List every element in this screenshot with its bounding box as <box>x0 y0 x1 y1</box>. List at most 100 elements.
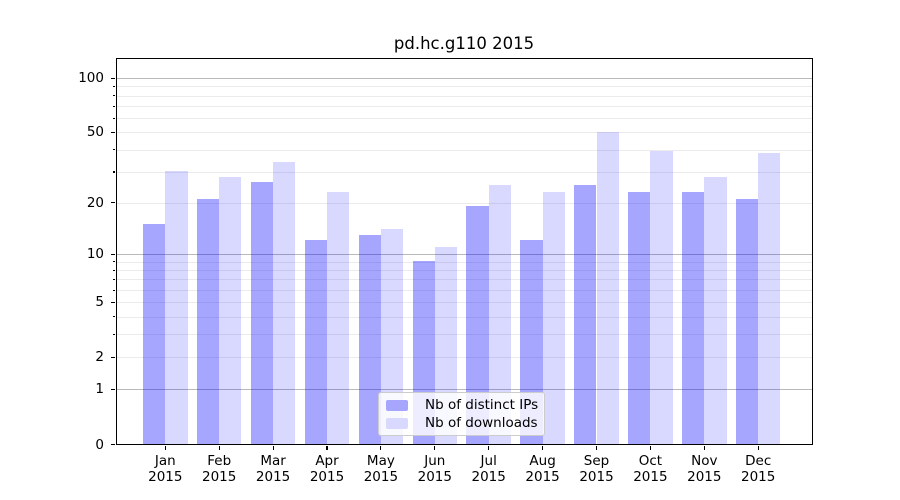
legend-swatch-downloads <box>386 417 408 429</box>
legend: Nb of distinct IPs Nb of downloads <box>378 392 545 436</box>
bar-nb-of-distinct-ips-oct <box>628 191 651 444</box>
y-tick-10 <box>111 253 115 255</box>
x-tick-jan <box>164 445 166 450</box>
x-tick-jun <box>434 445 436 450</box>
legend-label-distinct-ips: Nb of distinct IPs <box>425 397 539 413</box>
y-tick-1 <box>111 388 115 391</box>
x-tick-mar <box>272 445 274 450</box>
bar-nb-of-downloads-dec <box>758 153 781 444</box>
y-minor-tick-9 <box>112 261 115 263</box>
x-tick-oct <box>649 445 651 450</box>
x-tick-label-year-apr: 2015 <box>309 469 345 485</box>
bar-nb-of-downloads-oct <box>650 151 673 444</box>
x-tick-label-month-sep: Sep <box>583 452 610 469</box>
y-tick-label-100: 100 <box>78 70 104 87</box>
gridline-minor-60 <box>116 118 812 120</box>
y-tick-20 <box>111 202 115 204</box>
gridline-minor-8 <box>116 270 812 272</box>
x-tick-label-month-jul: Jul <box>480 452 497 469</box>
bar-nb-of-downloads-jan <box>165 171 188 444</box>
gridline-minor-40 <box>116 149 812 151</box>
x-tick-label-year-sep: 2015 <box>579 469 614 485</box>
gridline-minor-9 <box>116 261 812 263</box>
bar-nb-of-distinct-ips-jan <box>143 223 166 444</box>
y-tick-0 <box>111 444 115 446</box>
x-tick-label-month-aug: Aug <box>529 452 556 469</box>
y-tick-label-0: 0 <box>95 436 104 453</box>
y-tick-2 <box>111 356 115 358</box>
gridline-minor-7 <box>116 279 812 281</box>
y-minor-tick-30 <box>112 171 115 173</box>
legend-entry-downloads: Nb of downloads <box>386 415 538 431</box>
gridline-minor-20 <box>116 202 812 204</box>
x-tick-label-month-oct: Oct <box>638 452 663 469</box>
x-tick-label-month-apr: Apr <box>315 452 339 469</box>
bar-nb-of-distinct-ips-sep <box>574 185 597 444</box>
x-tick-label-year-nov: 2015 <box>687 469 722 485</box>
bar-nb-of-downloads-aug <box>542 191 565 444</box>
x-tick-label-month-may: May <box>366 452 395 469</box>
gridline-minor-90 <box>116 86 812 88</box>
x-tick-label-year-oct: 2015 <box>633 469 668 485</box>
y-tick-5 <box>111 301 115 303</box>
y-minor-tick-80 <box>112 95 115 97</box>
gridline-minor-3 <box>116 334 812 336</box>
gridline-minor-5 <box>116 302 812 304</box>
x-tick-apr <box>326 445 328 450</box>
chart-title: pd.hc.g110 2015 <box>393 34 535 53</box>
y-tick-label-2: 2 <box>95 349 104 366</box>
y-minor-tick-40 <box>112 149 115 151</box>
y-tick-100 <box>111 77 115 79</box>
x-tick-label-year-jul: 2015 <box>471 469 506 485</box>
x-tick-label-year-feb: 2015 <box>202 469 237 485</box>
x-tick-label-year-may: 2015 <box>363 469 399 485</box>
gridline-minor-70 <box>116 106 812 108</box>
bar-nb-of-distinct-ips-apr <box>304 240 327 444</box>
bar-nb-of-downloads-nov <box>704 176 727 444</box>
gridline-major-1 <box>116 389 812 391</box>
y-minor-tick-7 <box>112 278 115 281</box>
plot-area <box>115 58 813 445</box>
y-minor-tick-60 <box>112 117 115 119</box>
bar-nb-of-downloads-apr <box>327 191 350 444</box>
y-tick-label-10: 10 <box>86 246 104 263</box>
x-tick-aug <box>542 445 544 450</box>
bar-nb-of-distinct-ips-mar <box>250 182 274 444</box>
bar-nb-of-distinct-ips-may <box>358 234 381 444</box>
gridline-minor-6 <box>116 290 812 292</box>
x-tick-jul <box>488 445 490 450</box>
x-tick-label-year-aug: 2015 <box>525 469 560 485</box>
bar-nb-of-distinct-ips-feb <box>196 198 220 444</box>
y-minor-tick-6 <box>112 289 115 291</box>
gridline-minor-80 <box>116 95 812 97</box>
y-tick-label-20: 20 <box>86 194 104 211</box>
legend-label-downloads: Nb of downloads <box>425 415 538 431</box>
x-tick-label-month-jan: Jan <box>154 452 176 469</box>
gridline-minor-50 <box>116 132 812 134</box>
x-tick-nov <box>703 445 705 450</box>
x-tick-dec <box>757 445 759 450</box>
x-tick-may <box>380 445 382 450</box>
y-minor-tick-3 <box>112 333 115 336</box>
legend-swatch-distinct-ips <box>386 399 408 411</box>
y-tick-label-50: 50 <box>86 124 104 141</box>
x-tick-label-year-dec: 2015 <box>741 469 776 485</box>
y-minor-tick-90 <box>112 85 115 88</box>
x-tick-sep <box>595 445 598 450</box>
legend-entry-distinct-ips: Nb of distinct IPs <box>386 397 539 413</box>
gridline-minor-30 <box>116 171 812 173</box>
y-minor-tick-70 <box>112 105 115 107</box>
bar-nb-of-downloads-may <box>380 229 404 444</box>
bar-nb-of-downloads-jul <box>488 185 511 444</box>
bar-nb-of-downloads-feb <box>219 176 242 444</box>
bar-nb-of-downloads-sep <box>596 131 619 444</box>
x-tick-label-month-jun: Jun <box>424 452 446 469</box>
x-tick-label-month-nov: Nov <box>691 452 718 469</box>
y-tick-50 <box>111 131 115 134</box>
bar-nb-of-distinct-ips-dec <box>735 198 759 444</box>
bar-nb-of-distinct-ips-nov <box>682 191 705 444</box>
gridline-minor-2 <box>116 357 812 359</box>
y-minor-tick-4 <box>112 316 115 318</box>
gridline-major-100 <box>116 78 812 80</box>
